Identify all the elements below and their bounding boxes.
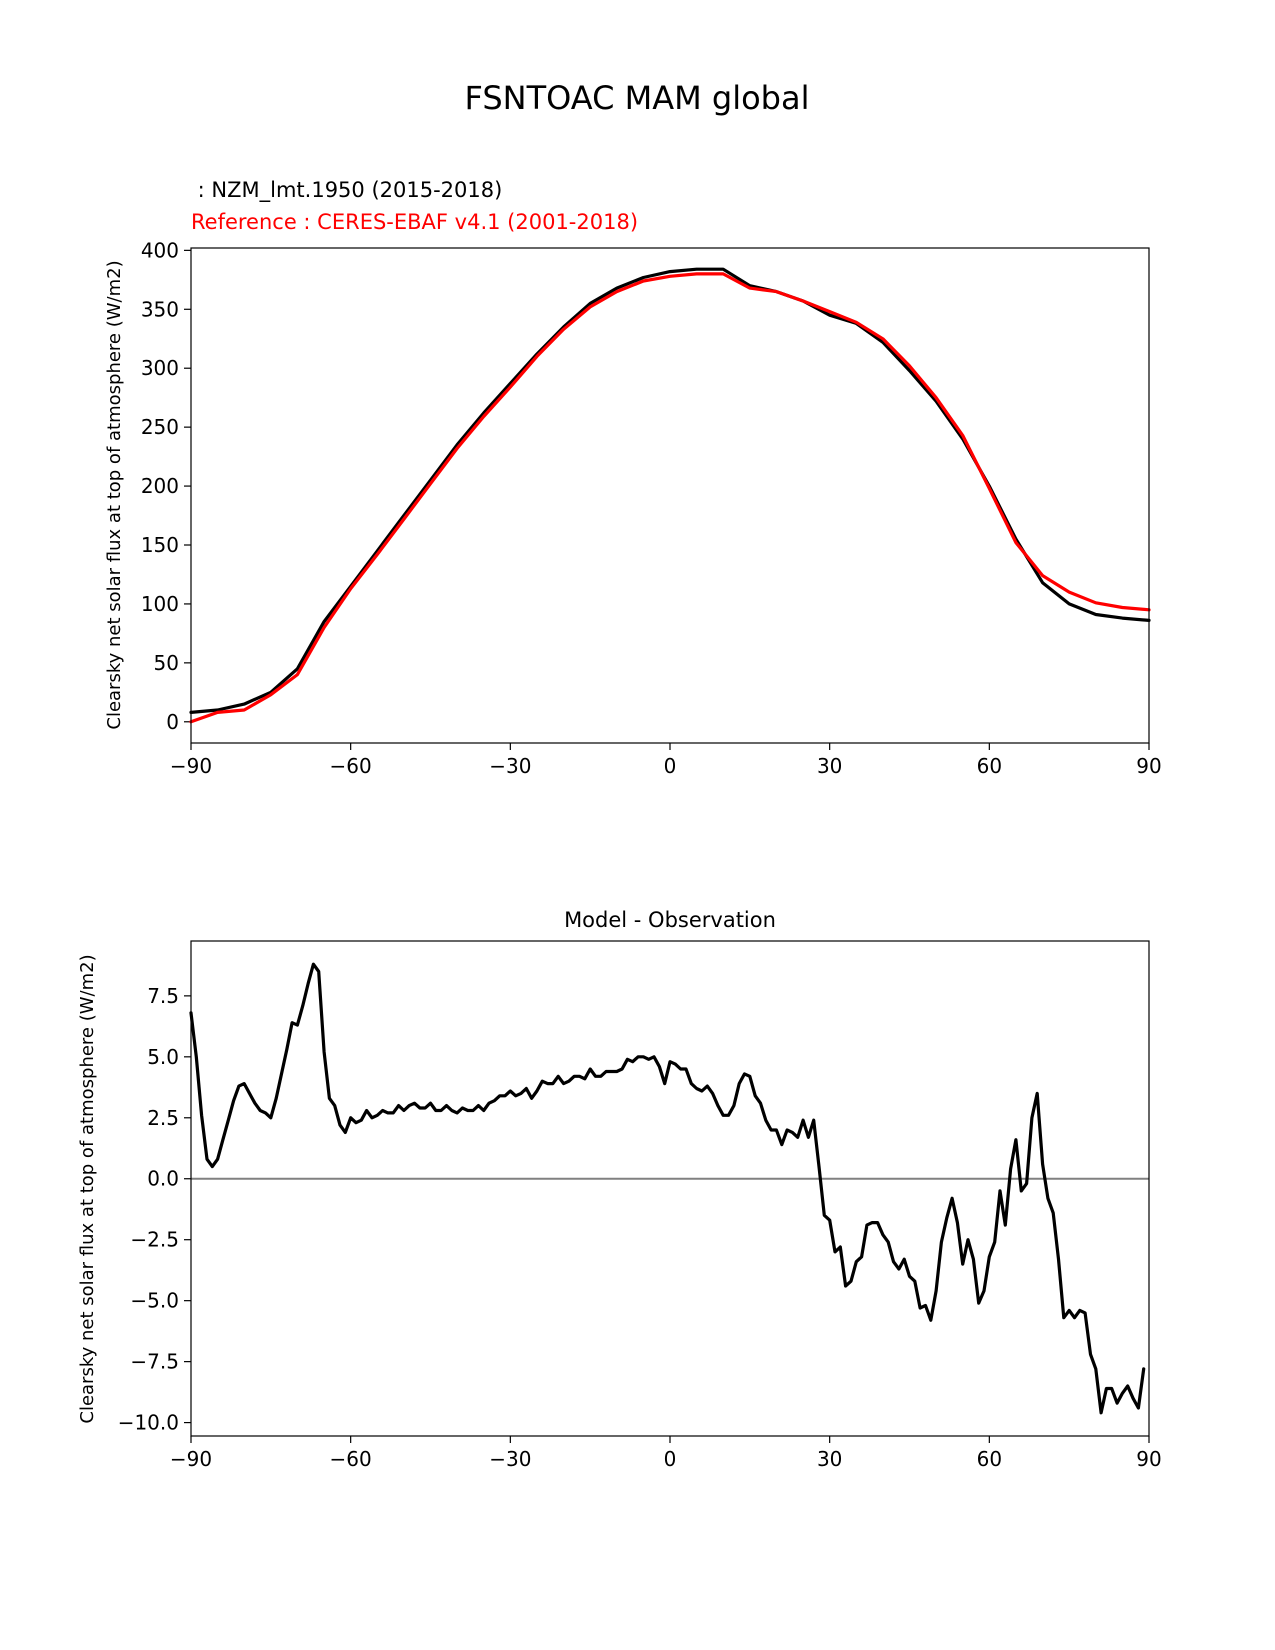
top-panel: : NZM_lmt.1950 (2015-2018) Reference : C… [104, 178, 1162, 778]
y-tick-label: 5.0 [147, 1045, 179, 1069]
x-tick-label: 60 [977, 754, 1002, 778]
y-tick-label: 200 [141, 474, 179, 498]
y-tick-label: 150 [141, 533, 179, 557]
y-tick-label: 300 [141, 356, 179, 380]
x-tick-label: −90 [170, 1447, 212, 1471]
y-tick-label: 2.5 [147, 1106, 179, 1130]
x-tick-label: 30 [817, 1447, 842, 1471]
y-tick-label: 0 [166, 710, 179, 734]
bottom-title: Model - Observation [564, 908, 776, 932]
y-tick-label: 250 [141, 415, 179, 439]
y-tick-label: 50 [154, 651, 179, 675]
x-tick-label: −30 [489, 754, 531, 778]
series-line-1 [189, 272, 1151, 724]
top-test-label: : NZM_lmt.1950 (2015-2018) [191, 178, 502, 203]
x-tick-label: −60 [330, 754, 372, 778]
y-tick-label: 0.0 [147, 1167, 179, 1191]
series-line-0 [189, 962, 1146, 1415]
top-plot-area: −90 −60 −30 0 30 60 90 0 50 100 150 200 250 300 350 400 [141, 238, 1162, 778]
bottom-plot-frame [190, 940, 1150, 1437]
x-tick-label: 60 [977, 1447, 1002, 1471]
figure-title: FSNTOAC MAM global [465, 79, 810, 117]
x-tick-label: −90 [170, 754, 212, 778]
y-tick-label: −7.5 [130, 1350, 179, 1374]
y-tick-label: 350 [141, 297, 179, 321]
y-tick-label: 7.5 [147, 984, 179, 1008]
y-tick-label: −2.5 [130, 1228, 179, 1252]
bottom-y-axis-label: Clearsky net solar flux at top of atmosp… [77, 954, 98, 1423]
y-tick-label: −5.0 [130, 1289, 179, 1313]
top-reference-label: Reference : CERES-EBAF v4.1 (2001-2018) [191, 210, 638, 234]
top-y-axis-label: Clearsky net solar flux at top of atmosp… [104, 260, 125, 729]
top-plot-frame [190, 247, 1150, 744]
x-tick-label: 90 [1136, 1447, 1161, 1471]
y-tick-label: 100 [141, 592, 179, 616]
y-tick-label: −10.0 [118, 1411, 179, 1435]
bottom-panel: Model - Observation Clearsky net solar f… [77, 908, 1162, 1471]
x-tick-label: 30 [817, 754, 842, 778]
x-tick-label: 0 [664, 754, 677, 778]
x-tick-label: −30 [489, 1447, 531, 1471]
bottom-plot-area: −90 −60 −30 0 30 60 90 7.5 5.0 2.5 0.0 −2.5 −5.0 −7.5… [118, 962, 1162, 1471]
x-tick-label: −60 [330, 1447, 372, 1471]
x-tick-label: 0 [664, 1447, 677, 1471]
y-tick-label: 400 [141, 238, 179, 262]
x-tick-label: 90 [1136, 754, 1161, 778]
